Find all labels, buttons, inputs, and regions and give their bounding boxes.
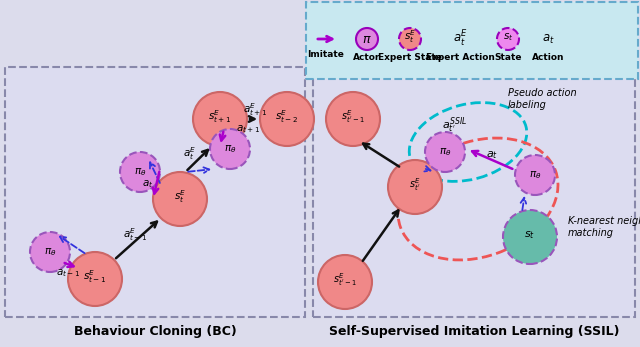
Circle shape bbox=[68, 252, 122, 306]
Text: Actor: Actor bbox=[353, 53, 381, 62]
Text: $s_{t^{\prime}}^{E}$: $s_{t^{\prime}}^{E}$ bbox=[409, 177, 421, 193]
Text: $a_t$: $a_t$ bbox=[142, 178, 154, 190]
Text: $s_t^{E}$: $s_t^{E}$ bbox=[404, 28, 416, 45]
Text: $a_t^{E}$: $a_t^{E}$ bbox=[183, 146, 196, 162]
Text: $a_{t^{\prime}}^{SSIL}$: $a_{t^{\prime}}^{SSIL}$ bbox=[442, 115, 468, 135]
Text: $s_t$: $s_t$ bbox=[503, 31, 513, 43]
Circle shape bbox=[425, 132, 465, 172]
Text: $\pi_\theta$: $\pi_\theta$ bbox=[224, 143, 236, 155]
Text: $s_{t^{\prime}-1}^{E}$: $s_{t^{\prime}-1}^{E}$ bbox=[333, 272, 357, 288]
Text: $a_{t+1}^{E}$: $a_{t+1}^{E}$ bbox=[243, 102, 267, 118]
Text: Expert State: Expert State bbox=[378, 53, 442, 62]
Circle shape bbox=[193, 92, 247, 146]
Text: Pseudo action
labeling: Pseudo action labeling bbox=[508, 88, 577, 110]
FancyBboxPatch shape bbox=[313, 67, 635, 317]
Text: $\pi$: $\pi$ bbox=[362, 33, 372, 45]
Text: $s_{t}^{E}$: $s_{t}^{E}$ bbox=[174, 189, 186, 205]
Text: $\pi_\theta$: $\pi_\theta$ bbox=[439, 146, 451, 158]
Circle shape bbox=[388, 160, 442, 214]
Text: $a_{t-1}$: $a_{t-1}$ bbox=[56, 267, 80, 279]
Text: $\pi_\theta$: $\pi_\theta$ bbox=[44, 246, 56, 258]
Text: State: State bbox=[494, 53, 522, 62]
Text: Expert Action: Expert Action bbox=[426, 53, 495, 62]
Text: Self-Supervised Imitation Learning (SSIL): Self-Supervised Imitation Learning (SSIL… bbox=[329, 324, 620, 338]
Circle shape bbox=[497, 28, 519, 50]
Circle shape bbox=[318, 255, 372, 309]
Text: $s_t$: $s_t$ bbox=[524, 229, 536, 241]
Text: $\pi_\theta$: $\pi_\theta$ bbox=[529, 169, 541, 181]
Circle shape bbox=[515, 155, 555, 195]
Text: $a_{t-1}^{E}$: $a_{t-1}^{E}$ bbox=[123, 227, 147, 243]
Text: K-nearest neighbour
matching: K-nearest neighbour matching bbox=[568, 216, 640, 238]
Text: Action: Action bbox=[532, 53, 564, 62]
Text: $\pi_\theta$: $\pi_\theta$ bbox=[134, 166, 147, 178]
Text: $s_{t-2}^{E}$: $s_{t-2}^{E}$ bbox=[275, 109, 298, 125]
Text: $a_t$: $a_t$ bbox=[541, 33, 554, 45]
Text: Imitate: Imitate bbox=[308, 50, 344, 59]
FancyBboxPatch shape bbox=[5, 67, 305, 317]
Circle shape bbox=[120, 152, 160, 192]
Circle shape bbox=[30, 232, 70, 272]
Text: Behaviour Cloning (BC): Behaviour Cloning (BC) bbox=[74, 324, 236, 338]
Text: $a_t$: $a_t$ bbox=[486, 149, 498, 161]
Text: $s_{t-1}^{E}$: $s_{t-1}^{E}$ bbox=[83, 269, 107, 285]
Text: $a_{t+1}$: $a_{t+1}$ bbox=[236, 123, 260, 135]
Circle shape bbox=[399, 28, 421, 50]
Circle shape bbox=[503, 210, 557, 264]
Circle shape bbox=[153, 172, 207, 226]
Circle shape bbox=[260, 92, 314, 146]
Text: $a_t^{E}$: $a_t^{E}$ bbox=[452, 29, 467, 49]
Circle shape bbox=[356, 28, 378, 50]
Text: $s_{t^{\prime}-1}^{E}$: $s_{t^{\prime}-1}^{E}$ bbox=[341, 109, 365, 125]
FancyBboxPatch shape bbox=[306, 2, 638, 79]
Text: $s_{t+1}^{E}$: $s_{t+1}^{E}$ bbox=[209, 109, 232, 125]
Circle shape bbox=[210, 129, 250, 169]
Circle shape bbox=[326, 92, 380, 146]
